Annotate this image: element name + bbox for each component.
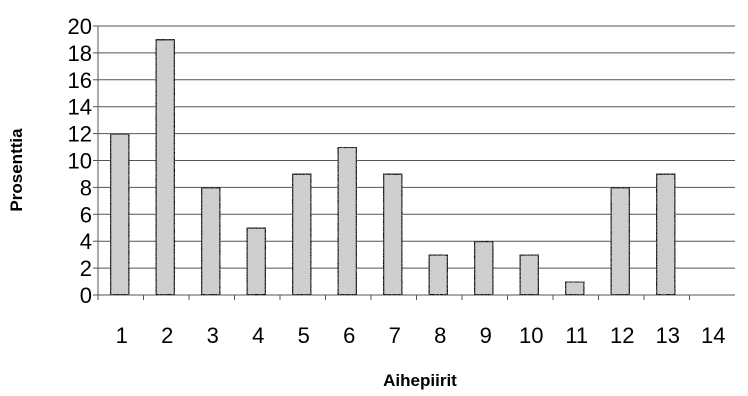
gridlines	[93, 25, 735, 296]
bar-3	[200, 186, 222, 296]
x-tick-label: 9	[480, 323, 492, 348]
y-tick-label: 20	[68, 14, 92, 39]
y-tick-label: 4	[80, 229, 92, 254]
x-axis-ticks: 1 2 3 4 5 6 7 8 9 10 11 12 13 14	[97, 295, 725, 348]
x-tick-label: 11	[565, 323, 588, 348]
x-tick-label: 4	[252, 323, 264, 348]
x-tick-label: 13	[656, 323, 680, 348]
bar-9	[473, 240, 495, 296]
y-tick-label: 12	[68, 122, 92, 147]
y-tick-label: 2	[80, 256, 92, 281]
y-tick-label: 10	[68, 149, 92, 174]
x-tick-label: 3	[207, 323, 219, 348]
x-tick-label: 12	[610, 323, 634, 348]
x-tick-label: 7	[389, 323, 401, 348]
y-tick-label: 6	[80, 202, 92, 227]
x-tick-label: 14	[701, 323, 725, 348]
bar-2	[154, 38, 176, 297]
y-tick-label: 18	[68, 41, 92, 66]
x-tick-label: 5	[298, 323, 310, 348]
y-tick-label: 8	[80, 175, 92, 200]
bar-7	[382, 172, 404, 296]
bars	[109, 38, 677, 297]
bar-11	[564, 280, 586, 296]
x-tick-label: 1	[116, 323, 128, 348]
bar-6	[336, 146, 358, 296]
bar-4	[245, 226, 267, 296]
bar-8	[427, 253, 449, 296]
x-tick-label: 10	[519, 323, 543, 348]
x-tick-label: 2	[161, 323, 173, 348]
y-tick-label: 14	[68, 95, 92, 120]
x-tick-label: 8	[434, 323, 446, 348]
bar-10	[518, 253, 540, 296]
y-tick-label: 16	[68, 68, 92, 93]
bar-1	[109, 132, 131, 296]
x-axis-label: Aihepiirit	[383, 371, 457, 390]
bar-5	[291, 172, 313, 296]
bar-12	[609, 186, 631, 296]
bar-13	[655, 172, 677, 296]
y-axis-label: Prosenttia	[7, 128, 26, 212]
x-tick-label: 6	[343, 323, 355, 348]
y-tick-label: 0	[80, 283, 92, 308]
